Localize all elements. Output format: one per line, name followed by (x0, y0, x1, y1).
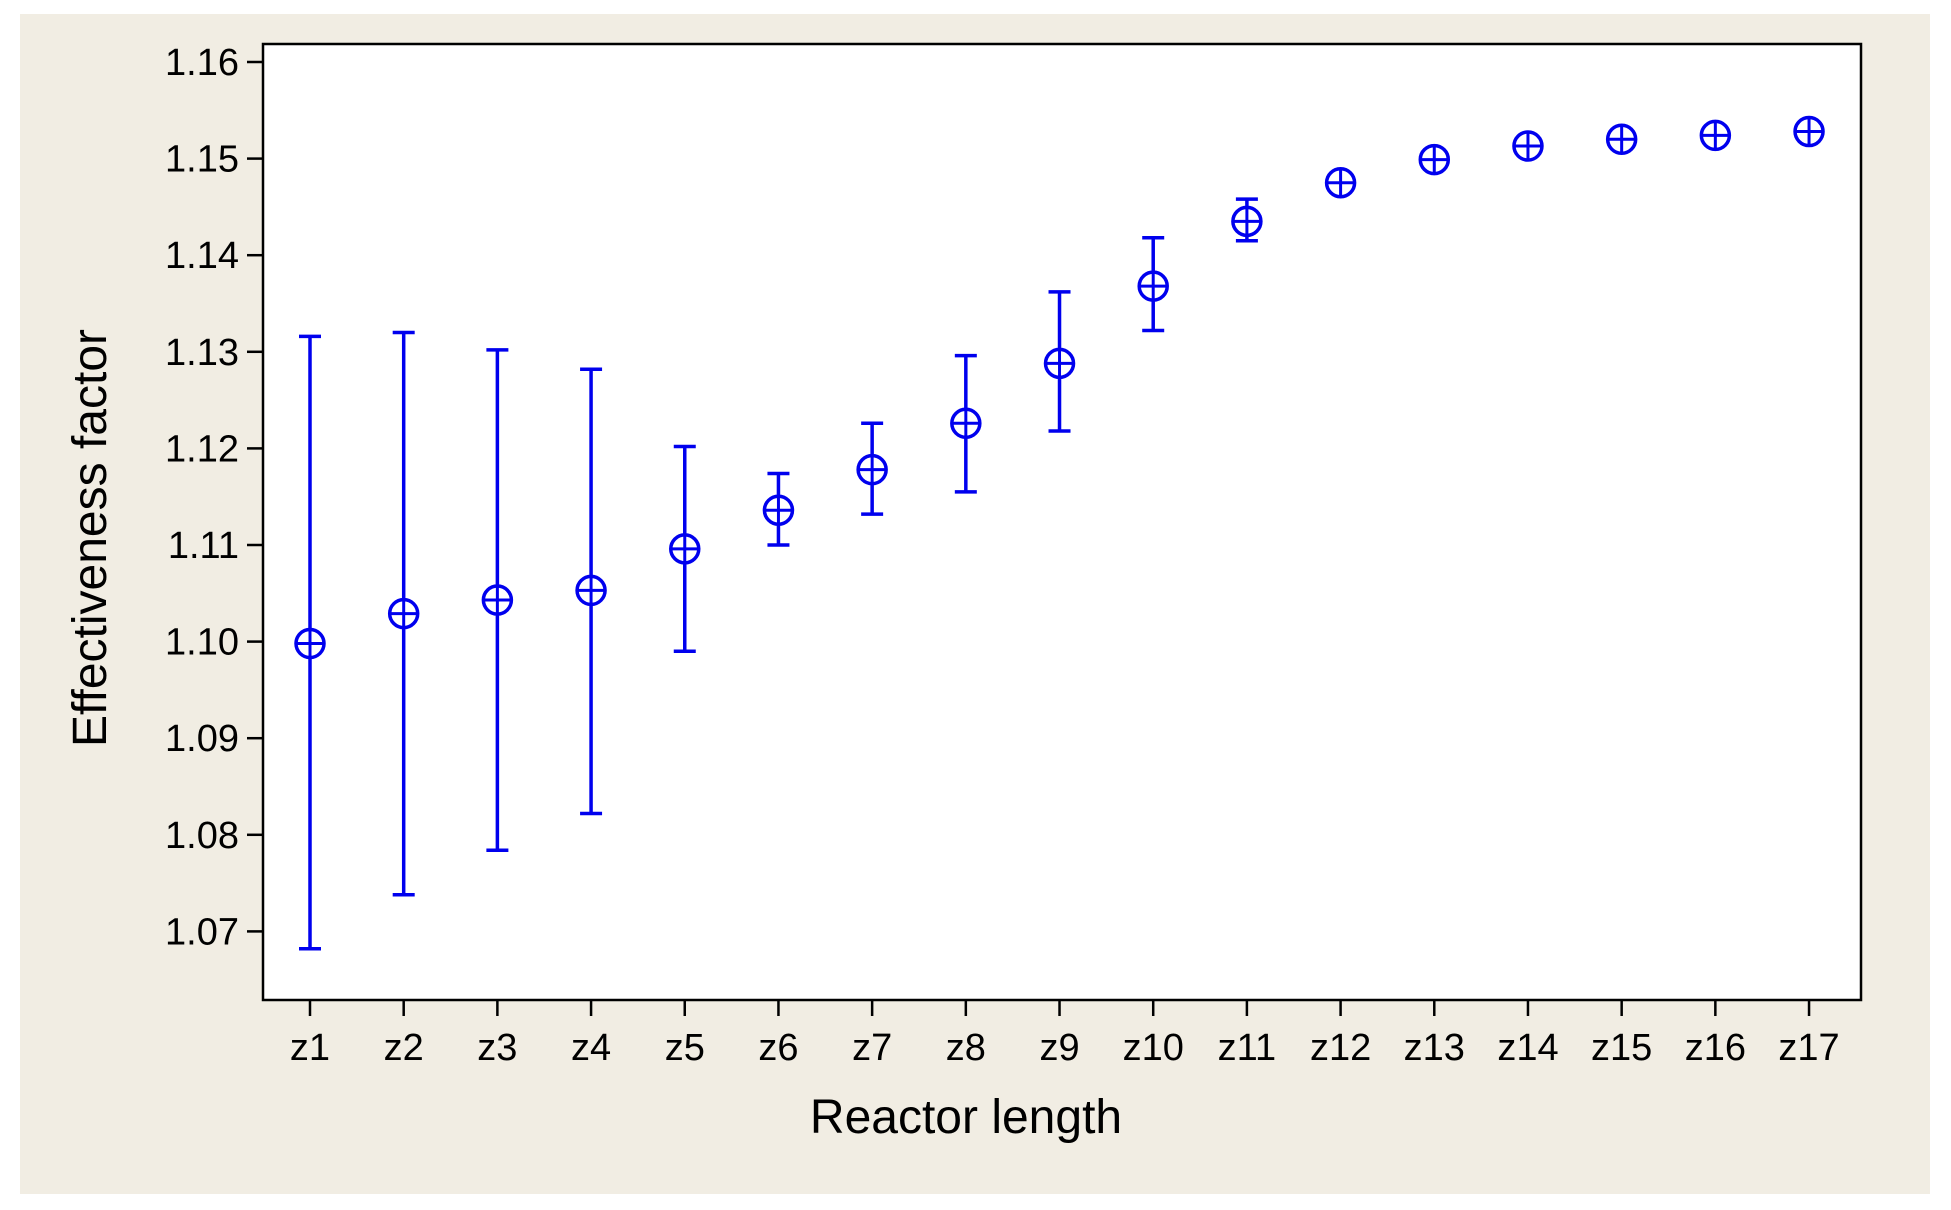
y-tick-label: 1.15 (165, 139, 239, 181)
y-axis-title: Effectiveness factor (64, 329, 117, 747)
data-point-z12 (1324, 167, 1357, 199)
x-tick-label: z1 (290, 1027, 330, 1069)
x-axis-title: Reactor length (810, 1091, 1122, 1144)
y-tick-label: 1.11 (168, 525, 239, 567)
data-point-z11 (1231, 197, 1263, 243)
data-point-z1 (294, 334, 326, 951)
data-point-z6 (762, 471, 795, 547)
data-series (294, 115, 1825, 951)
data-point-z17 (1793, 115, 1825, 148)
x-tick-label: z6 (758, 1027, 798, 1069)
x-tick-label: z15 (1591, 1027, 1652, 1069)
data-point-z5 (669, 444, 701, 654)
y-tick-label: 1.14 (165, 235, 239, 277)
x-tick-label: z16 (1685, 1027, 1746, 1069)
y-tick-label: 1.16 (165, 42, 239, 84)
y-tick-label: 1.13 (165, 332, 239, 374)
y-tick-label: 1.09 (165, 718, 239, 760)
data-point-z16 (1699, 119, 1732, 152)
x-tick-label: z17 (1778, 1027, 1839, 1069)
x-tick-label: z9 (1039, 1027, 1079, 1069)
y-axis: 1.07 1.08 1.09 1.10 1.11 1.12 1.13 1.14 1.15 1.16 (165, 42, 263, 953)
y-tick-label: 1.07 (165, 911, 239, 953)
x-tick-label: z2 (384, 1027, 424, 1069)
x-tick-label: z8 (946, 1027, 986, 1069)
data-point-z13 (1418, 143, 1451, 176)
y-tick-label: 1.08 (165, 815, 239, 857)
x-tick-label: z11 (1218, 1027, 1276, 1069)
data-point-z3 (481, 348, 514, 853)
x-tick-label: z4 (571, 1027, 611, 1069)
x-tick-label: z3 (477, 1027, 517, 1069)
y-tick-label: 1.10 (165, 622, 239, 664)
data-point-z2 (387, 330, 420, 897)
x-tick-label: z7 (852, 1027, 892, 1069)
y-tick-label: 1.12 (165, 428, 239, 470)
x-axis: z1 z2 z3 z4 z5 z6 z7 z8 z9 z10 z11 z12 z13 z14 z15 z16 z… (290, 1000, 1840, 1069)
data-point-z15 (1605, 123, 1638, 156)
x-tick-label: z13 (1404, 1027, 1465, 1069)
data-point-z9 (1043, 290, 1076, 433)
x-tick-label: z12 (1310, 1027, 1371, 1069)
x-tick-label: z10 (1123, 1027, 1184, 1069)
data-point-z14 (1512, 130, 1544, 162)
data-point-z7 (856, 421, 888, 516)
data-point-z8 (950, 353, 982, 494)
data-point-z10 (1137, 236, 1169, 333)
x-tick-label: z5 (665, 1027, 705, 1069)
plot-area (261, 42, 1863, 1002)
x-tick-label: z14 (1497, 1027, 1558, 1069)
data-point-z4 (575, 367, 607, 816)
